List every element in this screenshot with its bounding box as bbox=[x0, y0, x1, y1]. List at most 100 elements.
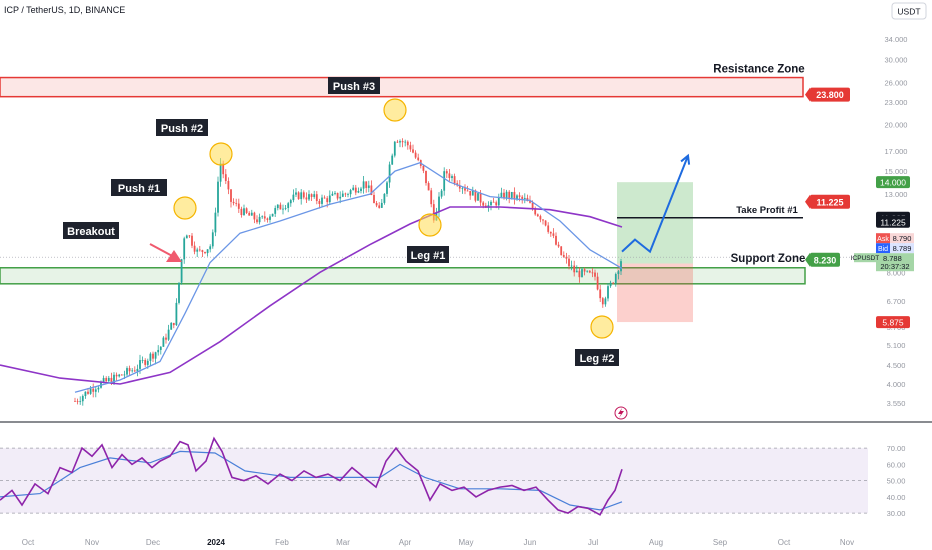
price-axis[interactable]: 34.000 30.000 26.000 23.000 20.000 17.000 15.0… bbox=[805, 35, 914, 518]
candle-body bbox=[263, 216, 266, 219]
candle-body bbox=[146, 360, 149, 365]
last-price-value: 8.788 bbox=[883, 254, 902, 263]
candle-body bbox=[339, 196, 342, 199]
candle-body bbox=[279, 204, 282, 210]
candle-body bbox=[336, 192, 339, 199]
countdown-value: 20:37:32 bbox=[880, 262, 909, 271]
candle-body bbox=[120, 374, 123, 376]
candle-body bbox=[211, 232, 214, 247]
candle-body bbox=[448, 173, 451, 179]
price-tick-label: 34.000 bbox=[885, 35, 908, 44]
candle-body bbox=[300, 192, 303, 200]
quote-label-bg bbox=[876, 233, 890, 244]
candle-body bbox=[552, 233, 555, 236]
candle-body bbox=[588, 270, 591, 273]
lightning-icon-bolt bbox=[618, 408, 624, 418]
annotation-label-box bbox=[328, 77, 380, 94]
candle-body bbox=[235, 203, 238, 204]
candle-body bbox=[157, 349, 160, 353]
price-tick-label: 17.000 bbox=[885, 147, 908, 156]
candle-body bbox=[331, 193, 334, 196]
candle-body bbox=[521, 196, 524, 199]
candle-body bbox=[354, 187, 357, 193]
candle-body bbox=[560, 246, 563, 256]
rsi-tick-label: 50.00 bbox=[887, 477, 906, 486]
candle-body bbox=[240, 208, 243, 216]
candle-body bbox=[362, 181, 365, 189]
candle-body bbox=[573, 265, 576, 273]
candle-body bbox=[237, 203, 240, 209]
candle-body bbox=[248, 212, 251, 216]
annotation-label: Push #1 bbox=[118, 183, 160, 195]
candle-body bbox=[453, 176, 456, 184]
candle-body bbox=[401, 141, 404, 143]
price-tick-label: 23.000 bbox=[885, 98, 908, 107]
axis-price-label: 14.000 bbox=[880, 178, 906, 188]
candle-body bbox=[352, 187, 355, 191]
rsi-tick-label: 40.00 bbox=[887, 493, 906, 502]
candle-body bbox=[167, 329, 170, 340]
candle-body bbox=[430, 190, 433, 205]
candles bbox=[74, 138, 622, 406]
candle-body bbox=[261, 216, 264, 218]
candle-body bbox=[505, 191, 508, 199]
candle-body bbox=[97, 387, 100, 390]
candle-body bbox=[534, 208, 537, 215]
candle-body bbox=[295, 192, 297, 195]
annotation-label-box bbox=[111, 179, 167, 196]
annotation-label: Leg #1 bbox=[411, 250, 446, 262]
indicator-lines bbox=[0, 153, 868, 516]
price-tick-label: 5.100 bbox=[887, 341, 906, 350]
fast-moving-average bbox=[74, 161, 623, 393]
candle-body bbox=[617, 271, 620, 275]
time-tick-label: Jun bbox=[524, 538, 537, 547]
candle-body bbox=[440, 190, 443, 197]
candle-body bbox=[375, 203, 378, 206]
price-tick-label: 4.500 bbox=[887, 361, 906, 370]
candle-body bbox=[297, 192, 300, 200]
time-tick-label: Jul bbox=[588, 538, 598, 547]
symbol-tag-bg bbox=[854, 253, 876, 263]
annotation-label-box bbox=[575, 349, 619, 366]
candle-body bbox=[94, 389, 97, 392]
candle-body bbox=[172, 322, 175, 326]
projection-path bbox=[621, 155, 689, 254]
candle-body bbox=[308, 194, 310, 200]
candle-body bbox=[578, 270, 581, 278]
quote-value-bg bbox=[890, 233, 914, 244]
candle-body bbox=[276, 204, 279, 209]
candle-body bbox=[185, 235, 188, 239]
candle-body bbox=[250, 212, 253, 216]
candle-body bbox=[510, 191, 513, 198]
last-price-bg bbox=[876, 253, 914, 272]
candle-body bbox=[334, 192, 336, 194]
support-tag-pointer bbox=[805, 252, 810, 267]
candle-body bbox=[417, 157, 420, 161]
pivot-marker-circle bbox=[209, 142, 233, 166]
candle-body bbox=[581, 269, 583, 278]
candle-body bbox=[482, 202, 485, 206]
candle-body bbox=[118, 374, 121, 377]
time-axis[interactable]: Oct Nov Dec 2024 Feb Mar Apr May Jun Jul Aug Sep Oct… bbox=[22, 538, 854, 547]
candle-body bbox=[81, 396, 84, 402]
candle-body bbox=[139, 360, 141, 369]
candle-body bbox=[536, 214, 539, 217]
pivot-marker-circle bbox=[173, 196, 197, 220]
candle-body bbox=[87, 391, 89, 394]
annotation-label: Push #2 bbox=[161, 123, 203, 135]
candle-body bbox=[326, 198, 329, 203]
currency-button-label[interactable]: USDT bbox=[897, 7, 920, 17]
candle-body bbox=[141, 360, 144, 361]
candle-body bbox=[607, 286, 609, 299]
rsi-line bbox=[0, 436, 623, 516]
chart-symbol-line: ICP / TetherUS, 1D, BINANCE bbox=[4, 5, 125, 15]
candle-body bbox=[183, 238, 186, 260]
candle-body bbox=[469, 191, 472, 196]
candle-body bbox=[380, 202, 383, 208]
currency-button[interactable]: USDT bbox=[891, 2, 927, 20]
candle-body bbox=[165, 337, 167, 340]
candle-body bbox=[162, 337, 165, 347]
time-tick-label: Aug bbox=[649, 538, 663, 547]
rsi-tick-label: 30.00 bbox=[887, 509, 906, 518]
